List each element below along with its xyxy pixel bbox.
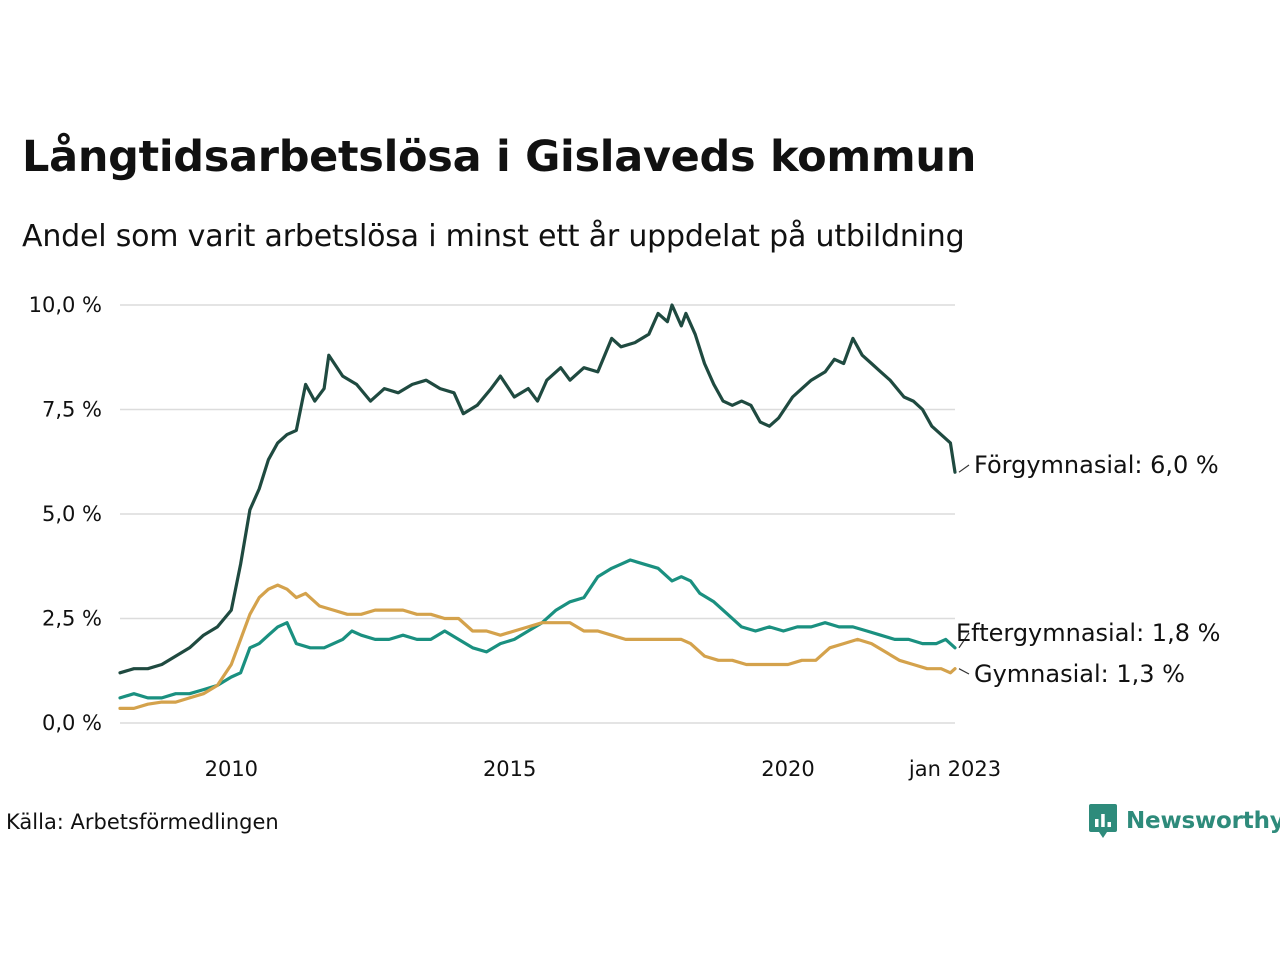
y-tick-label: 5,0 % (42, 502, 102, 526)
series-line-eftergymnasial (118, 558, 957, 700)
series-line-gymnasial (118, 583, 957, 710)
y-tick-label: 10,0 % (29, 293, 102, 317)
series-lines (118, 303, 957, 710)
chart-subtitle: Andel som varit arbetslösa i minst ett å… (22, 219, 965, 254)
x-axis-tick-labels: 2010 2015 2020 jan 2023 (205, 757, 1001, 781)
y-axis-tick-labels: 0,0 % 2,5 % 5,0 % 7,5 % 10,0 % (29, 293, 102, 735)
y-tick-label: 2,5 % (42, 607, 102, 631)
end-label-förgymnasial: Förgymnasial: 6,0 % (974, 451, 1219, 479)
x-tick-label: 2010 (205, 757, 258, 781)
x-tick-label: 2020 (761, 757, 814, 781)
end-label-connector (958, 668, 970, 675)
x-tick-label: 2015 (483, 757, 536, 781)
series-line-förgymnasial (118, 303, 957, 675)
chart-title: Långtidsarbetslösa i Gislaveds kommun (22, 132, 977, 182)
y-tick-label: 7,5 % (42, 398, 102, 422)
end-label-gymnasial: Gymnasial: 1,3 % (974, 660, 1185, 688)
end-label-connector (958, 632, 970, 649)
end-label-eftergymnasial: Eftergymnasial: 1,8 % (956, 619, 1220, 647)
source-note: Källa: Arbetsförmedlingen (6, 810, 279, 834)
series-end-labels: Förgymnasial: 6,0 % Eftergymnasial: 1,8 %… (956, 451, 1220, 688)
line-chart: 0,0 % 2,5 % 5,0 % 7,5 % 10,0 % 2010 2015 2020 j… (29, 293, 1221, 781)
y-tick-label: 0,0 % (42, 711, 102, 735)
end-label-connector (958, 464, 970, 473)
logo-wordmark: Newsworthy (1126, 808, 1280, 834)
x-tick-label: jan 2023 (908, 757, 1001, 781)
newsworthy-logo[interactable]: Newsworthy (1088, 803, 1280, 839)
newsworthy-chat-bars-icon (1089, 804, 1117, 838)
gridlines (120, 304, 955, 724)
